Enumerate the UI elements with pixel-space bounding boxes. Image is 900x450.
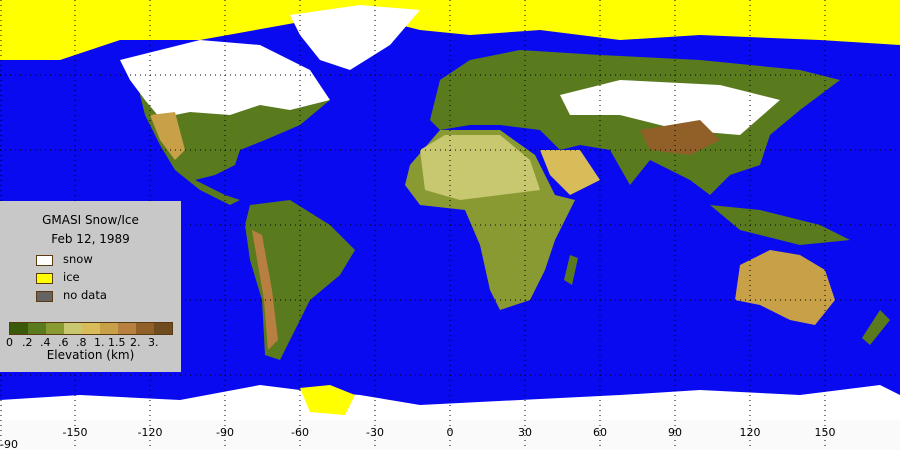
elevation-tick: 1.: [94, 336, 105, 349]
elevation-tick: 0: [6, 336, 13, 349]
greenland-snow: [290, 5, 420, 70]
ice-label: ice: [63, 270, 80, 284]
lon-label: 120: [739, 426, 761, 439]
colorbar-bin: [64, 323, 82, 334]
lon-label: -120: [137, 426, 163, 439]
elevation-ticks: 0 .2 .4 .6 .8 1. 1.5 2. 3.: [6, 336, 166, 349]
legend-title: GMASI Snow/Ice: [42, 213, 139, 227]
north-america-snow: [120, 40, 330, 118]
colorbar-bin: [10, 323, 28, 334]
no-data-label: no data: [63, 288, 107, 302]
antarctica-snow: [0, 385, 900, 420]
elevation-tick: .2: [22, 336, 33, 349]
lon-label: 30: [518, 426, 532, 439]
asia-snow: [560, 80, 780, 135]
legend-date: Feb 12, 1989: [51, 232, 130, 246]
elevation-label: Elevation (km): [46, 348, 135, 362]
lon-label: -90: [216, 426, 234, 439]
lon-label: -60: [291, 426, 309, 439]
sahara: [420, 135, 540, 200]
lon-label: 150: [814, 426, 836, 439]
colorbar-bin: [118, 323, 136, 334]
colorbar-bin: [100, 323, 118, 334]
colorbar-bin: [46, 323, 64, 334]
elevation-colorbar: [9, 322, 173, 335]
elevation-tick: 1.5: [108, 336, 126, 349]
andes: [252, 230, 278, 350]
elevation-tick: 2.: [130, 336, 141, 349]
new-zealand: [862, 310, 890, 345]
arabia: [540, 150, 600, 195]
snow-label: snow: [63, 252, 93, 266]
elevation-tick: .6: [58, 336, 69, 349]
antarctic-ice-shelf: [300, 385, 355, 415]
ice-swatch: [36, 273, 53, 284]
lon-label: -150: [62, 426, 88, 439]
no-data-swatch: [36, 291, 53, 302]
rockies: [150, 112, 185, 160]
lon-label: 90: [668, 426, 682, 439]
colorbar-bin: [28, 323, 46, 334]
eurasia: [430, 50, 840, 195]
colorbar-bin: [136, 323, 154, 334]
lon-label: -30: [366, 426, 384, 439]
elevation-tick: 3.: [148, 336, 159, 349]
elevation-tick: .8: [76, 336, 87, 349]
snow-swatch: [36, 255, 53, 266]
australia: [735, 250, 835, 325]
lon-label: 60: [593, 426, 607, 439]
lat-label: -90: [0, 438, 18, 450]
madagascar: [564, 255, 578, 285]
elevation-tick: .4: [40, 336, 51, 349]
tibet: [640, 120, 720, 155]
colorbar-bin: [154, 323, 172, 334]
legend-panel: GMASI Snow/Ice Feb 12, 1989 snow ice no …: [0, 201, 181, 372]
lon-label: 0: [446, 426, 454, 439]
colorbar-bin: [82, 323, 100, 334]
